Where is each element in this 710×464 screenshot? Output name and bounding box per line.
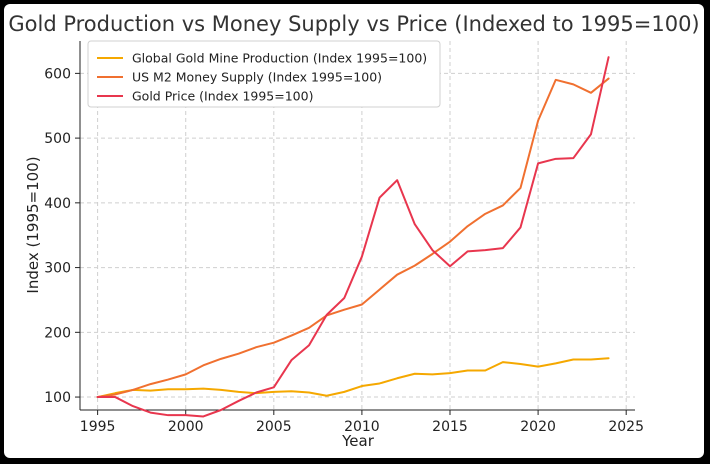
x-axis-label: Year xyxy=(341,432,375,450)
y-tick-label: 200 xyxy=(44,325,71,341)
y-tick-label: 400 xyxy=(44,196,71,212)
axes xyxy=(79,41,635,411)
x-tick-label: 1995 xyxy=(80,419,116,435)
chart-panel: Gold Production vs Money Supply vs Price… xyxy=(4,4,704,458)
y-ticks: 100 200 300 400 500 600 xyxy=(44,66,80,406)
y-tick-label: 300 xyxy=(44,261,71,277)
legend-items: Global Gold Mine Production (Index 1995=… xyxy=(97,51,427,104)
legend: Global Gold Mine Production (Index 1995=… xyxy=(87,40,441,108)
x-tick-label: 2025 xyxy=(608,419,644,435)
y-axis-label: Index (1995=100) xyxy=(24,156,42,293)
chart-title: Gold Production vs Money Supply vs Price… xyxy=(8,12,699,36)
grid xyxy=(80,41,635,410)
series-line-0 xyxy=(96,357,610,399)
y-tick-label: 500 xyxy=(44,131,71,147)
x-tick-label: 2020 xyxy=(520,419,556,435)
legend-label: US M2 Money Supply (Index 1995=100) xyxy=(132,70,382,85)
x-tick-label: 2000 xyxy=(168,419,204,435)
x-tick-label: 2010 xyxy=(344,419,380,435)
x-tick-label: 2015 xyxy=(432,419,468,435)
line-chart: Gold Production vs Money Supply vs Price… xyxy=(8,12,699,450)
y-tick-label: 100 xyxy=(44,390,71,406)
series xyxy=(96,56,610,418)
legend-label: Global Gold Mine Production (Index 1995=… xyxy=(132,51,427,66)
x-tick-label: 2005 xyxy=(256,419,292,435)
x-ticks: 1995 2000 2005 2010 2015 2020 2025 xyxy=(80,410,644,435)
series-line-1 xyxy=(96,77,610,399)
series-line-2 xyxy=(96,56,610,418)
y-tick-label: 600 xyxy=(44,66,71,82)
legend-label: Gold Price (Index 1995=100) xyxy=(132,89,313,104)
legend-box xyxy=(87,40,441,108)
